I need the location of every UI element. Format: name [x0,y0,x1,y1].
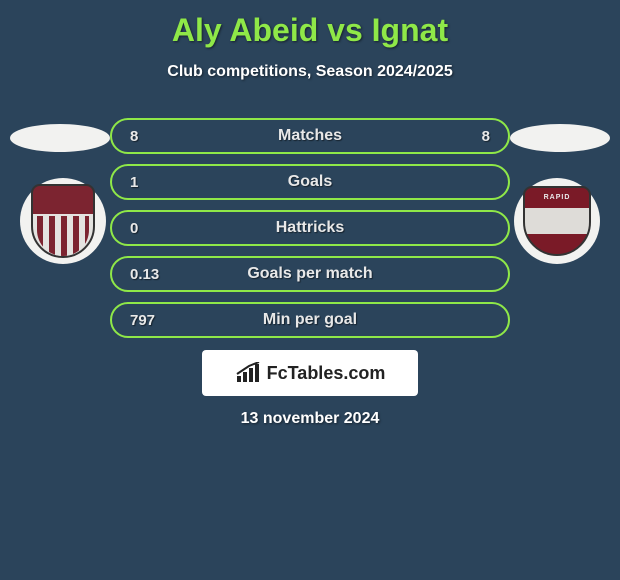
club-badge-left-circle [20,178,106,264]
brand-box: FcTables.com [202,350,418,396]
stat-row-goals-per-match: 0.13 Goals per match [110,256,510,292]
stat-label: Hattricks [276,219,344,237]
stat-right-value: 8 [442,128,490,145]
stat-label: Min per goal [263,311,357,329]
stat-row-min-per-goal: 797 Min per goal [110,302,510,338]
stat-left-value: 797 [130,312,178,329]
stat-label: Goals per match [247,265,372,283]
club-badge-left-stripes [37,216,89,256]
stat-row-matches: 8 Matches 8 [110,118,510,154]
club-badge-right-banner: RAPID [530,192,584,204]
player-right-avatar-placeholder [510,124,610,152]
stat-left-value: 8 [130,128,178,145]
page-title: Aly Abeid vs Ignat [0,0,620,49]
club-badge-left-shield [31,184,95,258]
club-badge-right-circle: RAPID [514,178,600,264]
club-badge-right: RAPID [514,178,600,264]
stat-row-goals: 1 Goals [110,164,510,200]
stat-label: Matches [278,127,342,145]
bar-chart-icon [235,362,261,384]
stat-row-hattricks: 0 Hattricks [110,210,510,246]
date-text: 13 november 2024 [0,410,620,428]
stat-label: Goals [288,173,332,191]
stats-container: 8 Matches 8 1 Goals 0 Hattricks 0.13 Goa… [110,118,510,348]
player-left-avatar-placeholder [10,124,110,152]
page-subtitle: Club competitions, Season 2024/2025 [0,63,620,81]
brand-text: FcTables.com [267,363,386,384]
club-badge-left [20,178,106,264]
stat-left-value: 0 [130,220,178,237]
stat-left-value: 1 [130,174,178,191]
club-badge-right-shield: RAPID [523,186,591,256]
stat-left-value: 0.13 [130,266,178,283]
